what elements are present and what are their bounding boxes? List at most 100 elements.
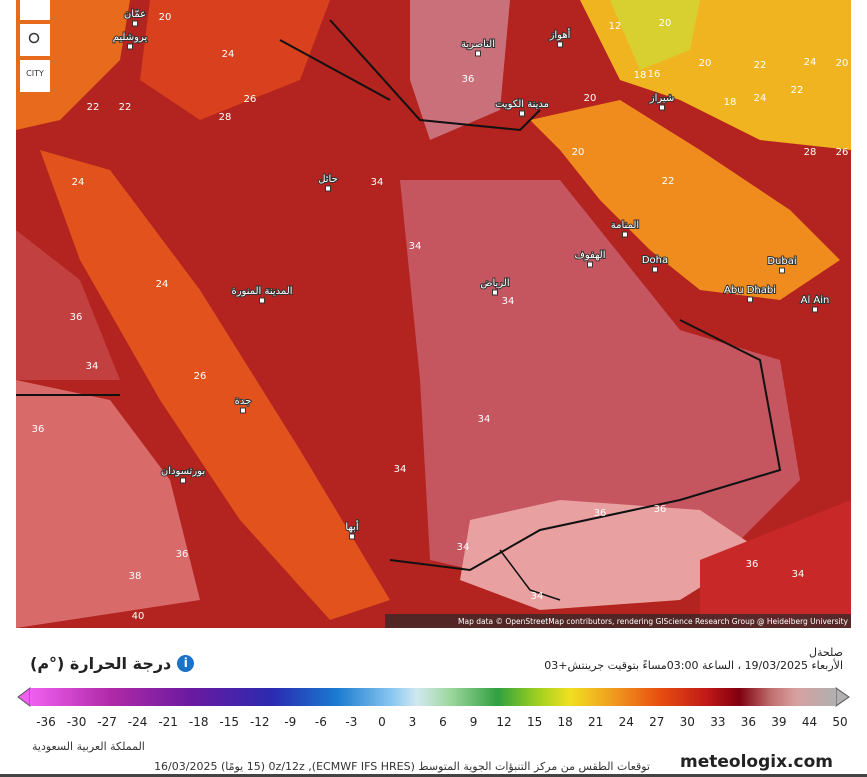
city-marker [812, 306, 818, 313]
isotherm-label: 26 [244, 94, 257, 105]
region [460, 500, 760, 610]
colorbar-tick-label: 24 [618, 715, 634, 729]
colorbar-tick-label: 12 [496, 715, 512, 729]
map[interactable]: CITY Map data © OpenStreetMap contributo… [0, 0, 867, 630]
isotherm-label: 28 [804, 147, 817, 158]
isotherm-label: 26 [194, 371, 207, 382]
colorbar-tick-label: 6 [439, 715, 447, 729]
isotherm-label: 36 [32, 424, 45, 435]
city-label: الهفوف [574, 250, 605, 261]
zoom-icon [28, 32, 40, 44]
colorbar-tick-label: 44 [801, 715, 818, 729]
brand[interactable]: meteologix.com [680, 752, 833, 772]
colorbar-tick-label: -15 [219, 715, 240, 729]
colorbar-tick-label: -12 [249, 715, 270, 729]
city-marker [492, 289, 498, 296]
red-sea [40, 150, 390, 620]
city-label: أهواز [549, 28, 571, 41]
colorbar-tick-label: 33 [710, 715, 726, 729]
isotherm-label: 20 [836, 58, 849, 69]
border [329, 19, 541, 132]
city-toggle-label: CITY [26, 69, 44, 78]
isotherm-label: 22 [754, 60, 767, 71]
colorbar-min [17, 687, 31, 707]
isotherm-label: 24 [222, 49, 235, 60]
zoom-search[interactable] [20, 24, 50, 56]
city-marker [659, 104, 665, 111]
isotherm-label: 36 [654, 504, 667, 515]
bottom-bar [0, 774, 867, 777]
legend-header: درجة الحرارة (°م) i [30, 654, 195, 673]
city-label: عمّان [124, 9, 146, 20]
isotherm-label: 26 [836, 147, 849, 158]
colorbar-tick-label: 30 [679, 715, 695, 729]
colorbar-max [835, 687, 850, 707]
attribution: Map data © OpenStreetMap contributors, r… [458, 617, 849, 626]
city-marker [180, 477, 186, 484]
colorbar-tick-label: 21 [588, 715, 604, 729]
header-info: صلحةل الأربعاء 19/03/2025 ، الساعة 03:00… [544, 646, 843, 672]
isotherm-label: 24 [754, 93, 767, 104]
colorbar-tick-label: 50 [832, 715, 848, 729]
isotherm-label: 34 [792, 569, 805, 580]
city-marker [349, 533, 355, 540]
colorbar-tick-label: -18 [188, 715, 209, 729]
colorbar-tick-label: -27 [97, 715, 117, 729]
region [610, 0, 700, 70]
source: توقعات الطقس من مركز التنبؤات الجوية الم… [154, 760, 650, 773]
city-label: الناصرية [461, 39, 495, 50]
isotherm-label: 20 [159, 12, 172, 23]
region [16, 230, 120, 380]
colorbar-tick-label: -24 [127, 715, 148, 729]
isotherm-label: 18 [724, 97, 737, 108]
region [410, 0, 510, 140]
colorbar-tick-label: -3 [345, 715, 358, 729]
city-label: Doha [642, 255, 668, 266]
city-marker [240, 407, 246, 414]
colorbar-tick-label: 18 [557, 715, 573, 729]
city-toggle[interactable] [20, 60, 50, 92]
isotherm-label: 18 [634, 70, 647, 81]
zoom-in[interactable] [20, 0, 50, 20]
isotherm-label: 34 [457, 542, 470, 553]
city-label: Abu Dhabi [724, 285, 776, 296]
isotherm-label: 24 [156, 279, 169, 290]
gulf [530, 100, 840, 300]
city-label: أبها [345, 520, 358, 533]
city-marker [127, 43, 133, 50]
isotherm-label: 34 [502, 296, 515, 307]
city-label: Dubai [767, 256, 796, 267]
region: المملكة العربية السعودية [32, 740, 145, 753]
isotherm-label: 34 [478, 414, 491, 425]
colorbar [30, 688, 836, 706]
colorbar-tick-label: -21 [158, 715, 178, 729]
border [499, 549, 561, 601]
legend-title: درجة الحرارة (°م) [30, 654, 172, 673]
info-button[interactable]: i [177, 655, 195, 672]
city-marker [587, 261, 593, 268]
city-label: شيراز [649, 93, 675, 104]
isotherm-label: 36 [594, 508, 607, 519]
colorbar-tick-label: 39 [771, 715, 787, 729]
city-marker [519, 110, 525, 117]
isotherm-label: 20 [584, 93, 597, 104]
isotherm-label: 34 [531, 591, 544, 602]
city-marker [557, 41, 563, 48]
city-label: Al Ain [801, 295, 830, 306]
colorbar-tick-label: 0 [378, 715, 386, 729]
isotherm-label: 40 [132, 611, 145, 622]
colorbar-tick-label: 27 [649, 715, 665, 729]
region [140, 0, 330, 120]
city-label: مدينة الكويت [495, 99, 549, 110]
isotherm-label: 36 [746, 559, 759, 570]
isotherm-label: 22 [119, 102, 132, 113]
city-label: يروشليم [113, 32, 148, 43]
border [389, 319, 782, 572]
isotherm-label: 24 [72, 177, 85, 188]
isotherm-label: 36 [70, 312, 83, 323]
valid-time: الأربعاء 19/03/2025 ، الساعة 03:00مساءً … [544, 659, 843, 672]
isotherm-label: 36 [176, 549, 189, 560]
isotherm-label: 16 [648, 69, 661, 80]
location: صلحةل [809, 646, 843, 659]
